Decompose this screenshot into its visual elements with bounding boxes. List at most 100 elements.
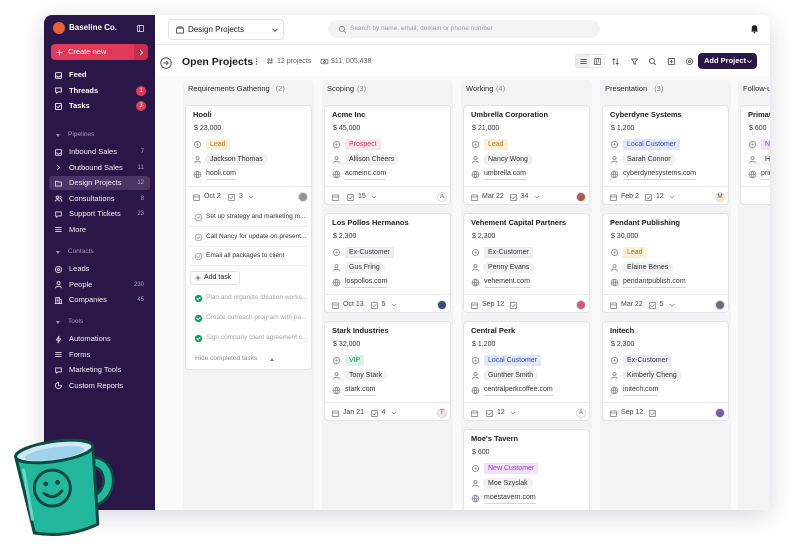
card-person: Gus Fring	[344, 261, 385, 273]
icon-exp[interactable]	[667, 57, 676, 66]
card-amount: $ 30,000	[611, 233, 639, 240]
icon-check	[54, 102, 63, 111]
icon-globe	[471, 494, 480, 503]
card-name: Acme Inc	[332, 110, 366, 119]
workspace-logo	[53, 22, 65, 34]
project-card[interactable]	[740, 105, 770, 205]
pipeline-dropdown[interactable]: Design Projects	[168, 19, 284, 40]
icon-check	[509, 193, 518, 202]
icon-inbox	[54, 71, 63, 80]
sidebar-item[interactable]	[49, 262, 150, 276]
section-caret	[56, 320, 60, 324]
sidebar-item[interactable]	[49, 84, 150, 98]
card-divider	[186, 186, 311, 187]
icon-circlecheck	[194, 213, 203, 222]
card-domain: hooli.com	[206, 169, 236, 180]
card-name: Initech	[610, 326, 635, 335]
sidebar-item-count: 23	[137, 211, 144, 217]
add-task-button[interactable]	[190, 271, 240, 285]
icon-cal	[331, 301, 340, 310]
sidebar-item-label: Design Projects	[69, 178, 122, 187]
icon-chev	[533, 193, 541, 201]
task-item: Set up strategy and marketing m...	[206, 213, 306, 220]
create-new-button[interactable]: Create new	[51, 44, 148, 60]
card-task-count: 5	[659, 301, 664, 308]
icon-cal	[470, 409, 479, 418]
sidebar-item-count: 45	[137, 297, 144, 303]
project-total: $11, 005,438	[331, 58, 372, 65]
icon-gear[interactable]	[685, 57, 694, 66]
card-name: Pendant Publishing	[610, 218, 681, 227]
icon-person	[332, 263, 341, 272]
sidebar-item-label: Consultations	[69, 193, 115, 203]
sidebar-item[interactable]	[49, 348, 150, 362]
sidebar-item[interactable]	[49, 68, 150, 82]
icon-box	[175, 25, 185, 35]
card-tag: New	[761, 138, 770, 150]
icon-kebab	[252, 57, 261, 66]
sidebar-item-label: Inbound Sales	[69, 147, 117, 156]
card-avatar	[576, 191, 586, 202]
card-tag: Local Customer	[484, 354, 542, 366]
icon-cal	[470, 193, 479, 202]
project-card[interactable]	[324, 321, 451, 421]
card-domain: initech.com	[623, 385, 659, 396]
icon-search[interactable]	[648, 57, 657, 66]
card-name: Primated	[748, 110, 781, 119]
project-card[interactable]	[324, 213, 451, 313]
card-person: Tony Stark	[344, 369, 388, 381]
icon-globe	[332, 278, 341, 287]
add-project-button[interactable]: Add Project	[698, 53, 757, 69]
icon-check	[648, 301, 657, 310]
icon-search	[338, 25, 347, 34]
icon-check	[346, 193, 355, 202]
icon-check	[509, 301, 518, 310]
card-avatar: A	[576, 407, 586, 418]
card-tag: Ex-Customer	[623, 354, 672, 366]
mug-illustration	[14, 438, 115, 536]
sidebar-item-label: People	[69, 279, 93, 289]
card-date: Jan 21	[343, 409, 365, 416]
sidebar-item[interactable]	[49, 223, 150, 237]
create-new-arrow	[134, 44, 148, 60]
sidebar-item[interactable]	[49, 176, 150, 190]
card-tag: Lead	[484, 138, 508, 150]
card-divider	[603, 186, 728, 187]
card-name: Vehement Capital Partners	[471, 218, 567, 227]
icon-globe	[610, 278, 619, 287]
icon-status	[332, 140, 341, 149]
sidebar-item-count: 12	[137, 180, 144, 186]
icon-globe	[471, 278, 480, 287]
icon-check	[370, 409, 379, 418]
card-tag: Ex-Customer	[345, 246, 394, 258]
card-name: Umbrella Corporation	[471, 110, 549, 119]
card-divider	[464, 186, 589, 187]
card-avatar: T	[437, 407, 447, 418]
icon-person	[471, 155, 480, 164]
icon-status	[471, 464, 480, 473]
sidebar-badge: 1	[136, 85, 146, 96]
icon-cal	[192, 193, 201, 202]
sidebar-item-label: Support Tickets	[69, 209, 121, 218]
icon-cal	[470, 301, 479, 310]
icon-folder	[54, 179, 63, 188]
sidebar-item-label: More	[69, 224, 87, 234]
card-person: Moe Szyslak	[483, 477, 533, 489]
sidebar-item[interactable]	[49, 99, 150, 113]
icon-person	[610, 155, 619, 164]
sidebar-item-label: Threads	[69, 85, 99, 95]
icon-chev	[390, 409, 398, 417]
card-amount: $ 2,300	[333, 233, 357, 240]
task-divider	[189, 246, 308, 247]
task-item: Email all packages to client	[206, 252, 285, 259]
icon-sort[interactable]	[611, 57, 620, 66]
icon-filter[interactable]	[630, 57, 639, 66]
card-divider	[741, 186, 770, 187]
search-box[interactable]: Search by name, email, domain or phone n…	[328, 20, 600, 38]
icon-chev	[370, 193, 378, 201]
icon-cal	[331, 409, 340, 418]
hide-completed[interactable]: Hide completed tasks	[195, 355, 258, 362]
icon-globe	[332, 386, 341, 395]
card-divider	[464, 294, 589, 295]
